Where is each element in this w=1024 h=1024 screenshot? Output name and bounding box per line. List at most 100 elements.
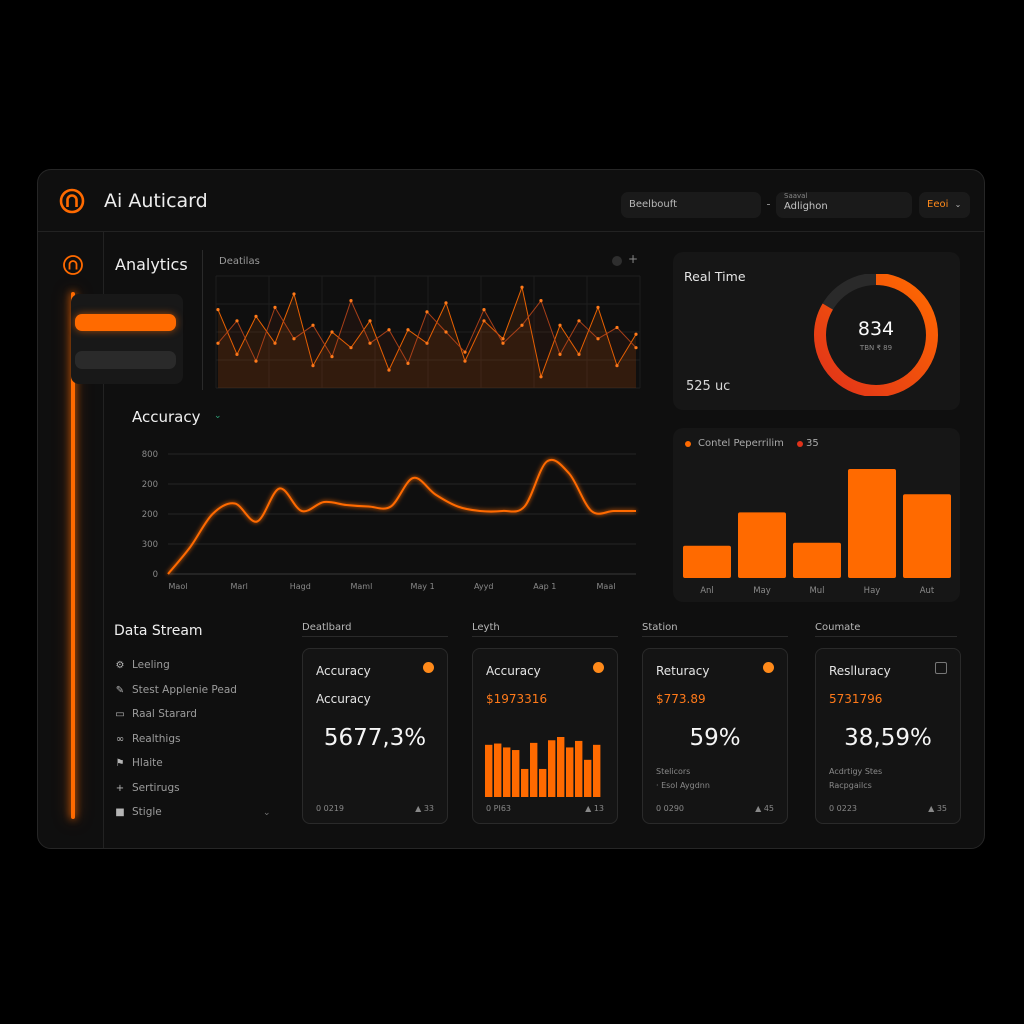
sidebar-item[interactable] [75,351,176,369]
info-icon[interactable] [612,256,622,266]
bar [683,545,731,578]
analytics-point [387,368,391,372]
add-icon[interactable]: + [628,252,639,266]
mini-bar [575,740,583,797]
pen-icon: ✎ [115,684,125,696]
header-field-beelbouft[interactable]: Beelbouft [621,192,761,218]
analytics-point [501,337,505,341]
analytics-point [501,341,505,345]
card-footer-left: 0 PI63 [486,804,511,813]
mini-bar [557,737,565,797]
card-value: 38,59% [844,725,932,751]
x-tick-label: May [753,586,771,596]
ring-subvalue: TBN ₹ 89 [859,344,893,352]
analytics-point [482,308,486,312]
plus-icon: + [115,782,125,794]
bar [848,469,896,578]
analytics-point [634,332,638,336]
sidebar-nav-group [71,294,183,384]
accuracy-chart: 0 300 200 200 800 Maol Marl Hagd Maml May 1 Ayyd Aa… [142,450,636,591]
column-head-dashboard: Deatlbard [302,622,352,633]
card-footer-right: ▲ 33 [415,804,434,813]
x-tick-label: Marl [230,582,247,591]
mini-bar [485,744,493,797]
data-stream-item-label: Raal Starard [132,708,197,720]
card-mini-bar-chart [485,737,601,797]
analytics-point [539,299,543,303]
header-field-adlighon[interactable]: Saaval Adlighon [776,192,912,218]
x-tick-label: Mul [809,586,824,596]
column-head-length: Leyth [472,622,500,633]
mini-bar [548,740,556,797]
card-footer-left: 0 0223 [829,804,857,813]
data-stream-item[interactable]: ∞ Realthigs [114,732,181,745]
analytics-series-area [218,287,636,388]
ring-progress [814,274,938,396]
chevron-down-icon[interactable]: ⌄ [263,808,271,818]
data-stream-item-label: Realthigs [132,732,181,745]
data-stream-item[interactable]: + Sertirugs [114,782,180,794]
card-value: 5677,3% [323,725,427,751]
column-head-station: Station [642,622,678,633]
metric-card-4[interactable]: Reslluracy 5731796 38,59% Acdrtigy Stes … [815,648,961,824]
x-tick-label: May 1 [410,582,434,591]
data-stream-item[interactable]: ⚑ Hlaite [114,757,163,769]
analytics-series-area [218,300,636,388]
x-tick-label: Hagd [290,582,311,591]
check-icon[interactable] [423,662,434,673]
data-stream-item[interactable]: ■ Stigle [114,806,161,818]
x-tick-label: Aut [920,586,935,596]
analytics-point [330,355,334,359]
metric-card-3[interactable]: Returacy $773.89 59% Stelicors · Esol Ay… [642,648,788,824]
analytics-point [311,364,315,368]
sidebar-item-active[interactable] [75,314,176,331]
analytics-point [444,301,448,305]
analytics-point [273,305,277,309]
analytics-point [216,308,220,312]
card-title: Reslluracy [829,664,891,678]
chevron-down-icon[interactable]: ⌄ [214,411,222,421]
data-stream-item[interactable]: ⚙ Leeling [114,659,170,671]
y-tick-label: 200 [142,510,158,520]
analytics-point [539,375,543,379]
home-icon[interactable] [62,254,84,276]
card-note: Stelicors [656,767,691,776]
data-stream-item[interactable]: ▭ Raal Starard [114,708,197,720]
analytics-point [406,361,410,365]
mini-bar [503,747,511,797]
column-divider [642,636,788,637]
analytics-point [596,337,600,341]
legend-dot [685,441,691,447]
header-dropdown[interactable]: Eeoi ⌄ [919,192,970,218]
header-field-label: Saaval [784,192,808,200]
analytics-point [330,330,334,334]
card-title: Returacy [656,664,710,678]
card-footer-left: 0 0219 [316,804,344,813]
calendar-icon[interactable] [935,662,947,674]
realtime-panel: Real Time 525 uc 834 TBN ₹ 89 [673,252,960,410]
data-stream-item-label: Hlaite [132,757,163,769]
analytics-chart-label: Deatilas [219,256,260,267]
check-icon[interactable] [763,662,774,673]
metric-card-1[interactable]: Accuracy Accuracy 5677,3% 0 0219 ▲ 33 [302,648,448,824]
card-note: Acdrtigy Stes [829,767,883,776]
analytics-point [520,323,524,327]
analytics-title: Analytics [115,255,188,274]
square-icon: ■ [115,807,125,818]
card-footer-right: ▲ 35 [928,804,947,813]
card-footer-right: ▲ 13 [585,804,604,813]
analytics-point [596,305,600,309]
x-tick-label: Maal [597,582,616,591]
card-icon: ▭ [115,709,125,720]
column-head-coumate: Coumate [815,622,861,633]
analytics-point [254,314,258,318]
data-stream-item[interactable]: ✎ Stest Applenie Pead [114,684,237,696]
analytics-point [292,292,296,296]
analytics-point [387,328,391,332]
check-icon[interactable] [593,662,604,673]
header-separator [767,204,770,205]
metric-card-2[interactable]: Accuracy $1973316 0 PI63 ▲ 13 [472,648,618,824]
x-tick-label: Aap 1 [533,582,556,591]
analytics-point [349,346,353,350]
data-stream-title: Data Stream [114,623,203,639]
